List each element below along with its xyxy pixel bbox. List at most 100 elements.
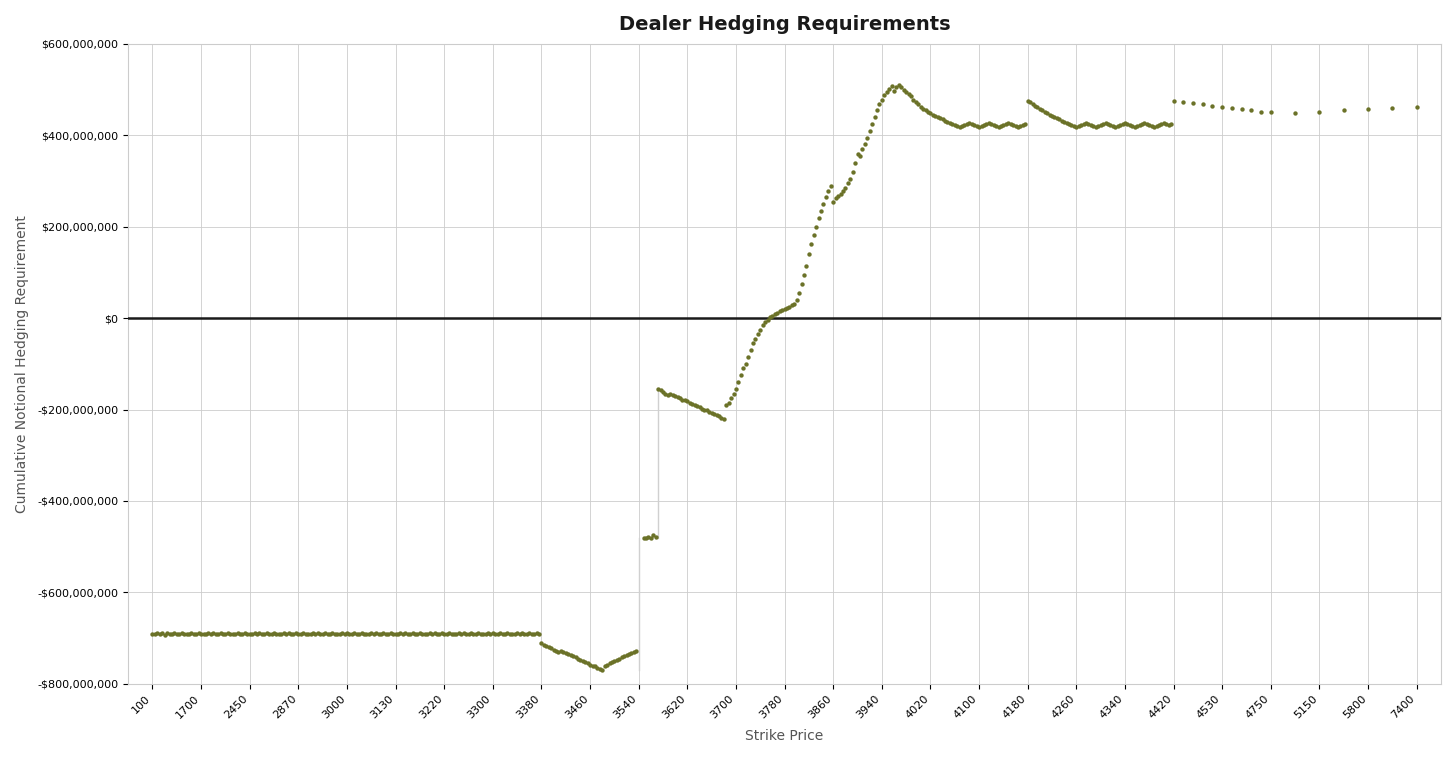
Point: [545, 645, 568, 657]
Point: [215, 627, 239, 639]
Point: [1060, 119, 1083, 131]
Point: [489, 627, 513, 639]
Point: [1064, 121, 1088, 133]
Point: [291, 627, 314, 639]
Point: [297, 628, 320, 640]
Point: [814, 191, 837, 203]
Point: [610, 651, 633, 663]
Point: [149, 628, 172, 640]
Point: [428, 628, 451, 641]
Point: [923, 110, 946, 122]
Point: [403, 628, 427, 640]
Point: [737, 351, 760, 363]
Point: [1152, 117, 1175, 129]
Point: [342, 627, 365, 639]
Point: [534, 641, 558, 653]
Point: [1143, 121, 1166, 133]
Point: [751, 319, 775, 331]
Point: [1086, 120, 1109, 132]
Point: [275, 628, 298, 640]
Point: [319, 628, 342, 640]
Point: [287, 628, 310, 640]
Point: [211, 628, 234, 640]
Point: [1079, 119, 1102, 131]
Point: [904, 96, 927, 108]
Point: [744, 333, 767, 345]
Point: [901, 93, 925, 105]
Point: [598, 657, 622, 669]
Point: [828, 188, 852, 200]
Point: [360, 627, 383, 639]
Point: [617, 648, 641, 660]
Point: [1111, 117, 1134, 130]
Point: [1172, 96, 1195, 108]
Point: [1031, 104, 1054, 116]
Point: [232, 628, 255, 640]
Point: [392, 628, 415, 640]
Point: [687, 401, 711, 413]
Point: [603, 655, 626, 667]
Point: [562, 650, 585, 662]
Point: [552, 646, 575, 658]
Point: [716, 396, 740, 409]
Point: [872, 89, 895, 101]
Point: [229, 628, 252, 640]
Point: [153, 629, 176, 641]
Point: [642, 529, 665, 541]
Point: [770, 304, 794, 316]
Point: [591, 664, 614, 676]
Point: [1128, 119, 1152, 131]
Point: [577, 657, 600, 669]
Point: [868, 98, 891, 110]
Point: [379, 627, 402, 639]
Point: [280, 628, 303, 640]
Point: [977, 117, 1000, 129]
Point: [298, 628, 322, 641]
Point: [1125, 120, 1149, 132]
Point: [700, 407, 724, 419]
Point: [878, 83, 901, 95]
Point: [951, 120, 974, 132]
Point: [269, 628, 293, 641]
Point: [973, 119, 996, 131]
Point: [204, 628, 227, 640]
Point: [668, 392, 692, 404]
Point: [498, 628, 521, 640]
Point: [676, 395, 699, 407]
Point: [842, 166, 865, 178]
Point: [313, 627, 336, 639]
Point: [415, 628, 438, 641]
Point: [763, 309, 786, 321]
Point: [680, 398, 703, 410]
Point: [537, 641, 561, 653]
Point: [186, 627, 210, 639]
Point: [863, 111, 887, 123]
Point: [911, 103, 935, 115]
Point: [1230, 103, 1254, 115]
Point: [839, 173, 862, 185]
Point: [805, 221, 828, 233]
Point: [875, 86, 898, 98]
Point: [890, 81, 913, 93]
Point: [745, 328, 769, 340]
Point: [962, 119, 986, 131]
Point: [473, 628, 496, 641]
Point: [849, 150, 872, 162]
Point: [776, 302, 799, 314]
Point: [1121, 120, 1144, 132]
Point: [476, 627, 499, 639]
Point: [194, 628, 217, 641]
Point: [246, 628, 269, 640]
Point: [690, 402, 713, 415]
Point: [349, 627, 373, 639]
Point: [486, 628, 510, 641]
Point: [250, 628, 274, 640]
Point: [566, 653, 590, 665]
Point: [214, 628, 237, 640]
Point: [440, 628, 463, 640]
Point: [671, 393, 695, 406]
Point: [987, 121, 1010, 133]
Point: [559, 650, 582, 662]
Point: [201, 627, 224, 639]
Point: [1019, 96, 1042, 108]
